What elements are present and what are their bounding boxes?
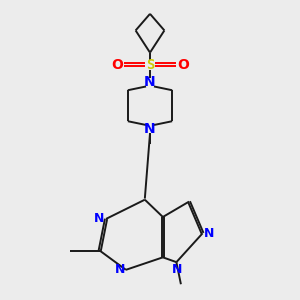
Text: N: N <box>144 76 156 89</box>
Text: N: N <box>172 263 182 276</box>
Text: O: O <box>177 58 189 72</box>
Text: N: N <box>114 263 125 276</box>
Text: N: N <box>144 122 156 136</box>
Text: O: O <box>111 58 123 72</box>
Text: S: S <box>146 58 154 72</box>
Text: N: N <box>204 227 215 240</box>
Text: N: N <box>94 212 104 225</box>
